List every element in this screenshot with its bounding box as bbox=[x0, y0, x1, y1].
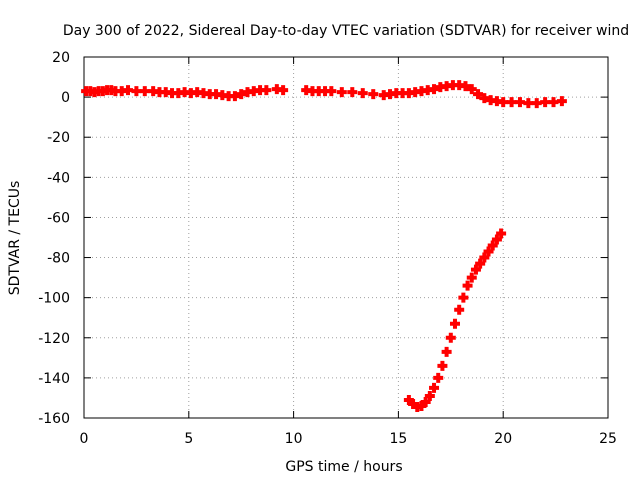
data-point bbox=[540, 97, 551, 108]
y-axis-label: SDTVAR / TECUs bbox=[7, 181, 23, 296]
data-point bbox=[523, 98, 534, 109]
data-point bbox=[139, 86, 150, 97]
data-point bbox=[460, 81, 471, 92]
data-points bbox=[81, 80, 567, 412]
data-point bbox=[479, 252, 490, 263]
axis-ticks bbox=[83, 56, 609, 419]
data-point bbox=[470, 264, 481, 275]
data-point bbox=[261, 85, 272, 96]
y-tick-label: -40 bbox=[47, 170, 70, 186]
tick-labels: 0 5 10 15 20 25 -160 -140 -120 -100 -80 -60 -40 -20 0 2… bbox=[38, 50, 617, 447]
x-tick-label: 15 bbox=[389, 431, 407, 447]
data-point bbox=[496, 228, 507, 239]
y-tick-label: -80 bbox=[47, 251, 70, 267]
grid-lines bbox=[84, 57, 608, 418]
data-point bbox=[454, 304, 465, 315]
data-point bbox=[487, 240, 498, 251]
y-tick-label: -120 bbox=[38, 331, 70, 347]
y-tick-label: -20 bbox=[47, 130, 70, 146]
data-point bbox=[336, 87, 347, 98]
y-tick-label: -100 bbox=[38, 291, 70, 307]
y-tick-label: -140 bbox=[38, 371, 70, 387]
x-tick-label: 10 bbox=[285, 431, 303, 447]
data-point bbox=[475, 258, 486, 269]
data-point bbox=[437, 360, 448, 371]
data-point bbox=[473, 89, 484, 100]
data-point bbox=[548, 97, 559, 108]
data-point bbox=[462, 280, 473, 291]
data-point bbox=[429, 84, 440, 95]
data-point bbox=[236, 89, 247, 100]
data-point bbox=[506, 97, 517, 108]
y-tick-label: 0 bbox=[61, 90, 70, 106]
data-point bbox=[441, 346, 452, 357]
y-tick-label: 20 bbox=[52, 50, 70, 66]
data-point bbox=[368, 89, 379, 100]
chart-title: Day 300 of 2022, Sidereal Day-to-day VTE… bbox=[63, 23, 629, 39]
data-point bbox=[479, 93, 490, 104]
data-point bbox=[466, 272, 477, 283]
data-point bbox=[420, 396, 431, 407]
x-tick-label: 5 bbox=[184, 431, 193, 447]
data-point bbox=[229, 91, 240, 102]
data-point bbox=[433, 372, 444, 383]
data-point bbox=[278, 85, 289, 96]
data-point bbox=[445, 332, 456, 343]
y-tick-label: -160 bbox=[38, 411, 70, 427]
plot-frame bbox=[83, 56, 609, 419]
data-point bbox=[498, 97, 509, 108]
x-tick-label: 20 bbox=[494, 431, 512, 447]
data-point bbox=[531, 98, 542, 109]
series-outlier-arc bbox=[403, 228, 507, 412]
y-tick-label: -60 bbox=[47, 210, 70, 226]
data-point bbox=[556, 96, 567, 107]
data-point bbox=[326, 86, 337, 97]
data-point bbox=[429, 382, 440, 393]
data-point bbox=[123, 85, 134, 96]
data-point bbox=[491, 234, 502, 245]
data-point bbox=[131, 86, 142, 97]
series-main-arc bbox=[81, 80, 567, 109]
data-point bbox=[347, 87, 358, 98]
data-point bbox=[458, 292, 469, 303]
data-point bbox=[483, 246, 494, 257]
x-axis-label: GPS time / hours bbox=[285, 459, 402, 475]
x-tick-label: 0 bbox=[80, 431, 89, 447]
data-point bbox=[466, 84, 477, 95]
x-tick-label: 25 bbox=[599, 431, 617, 447]
data-point bbox=[449, 318, 460, 329]
data-point bbox=[357, 88, 368, 99]
data-point bbox=[424, 390, 435, 401]
data-point bbox=[514, 97, 525, 108]
